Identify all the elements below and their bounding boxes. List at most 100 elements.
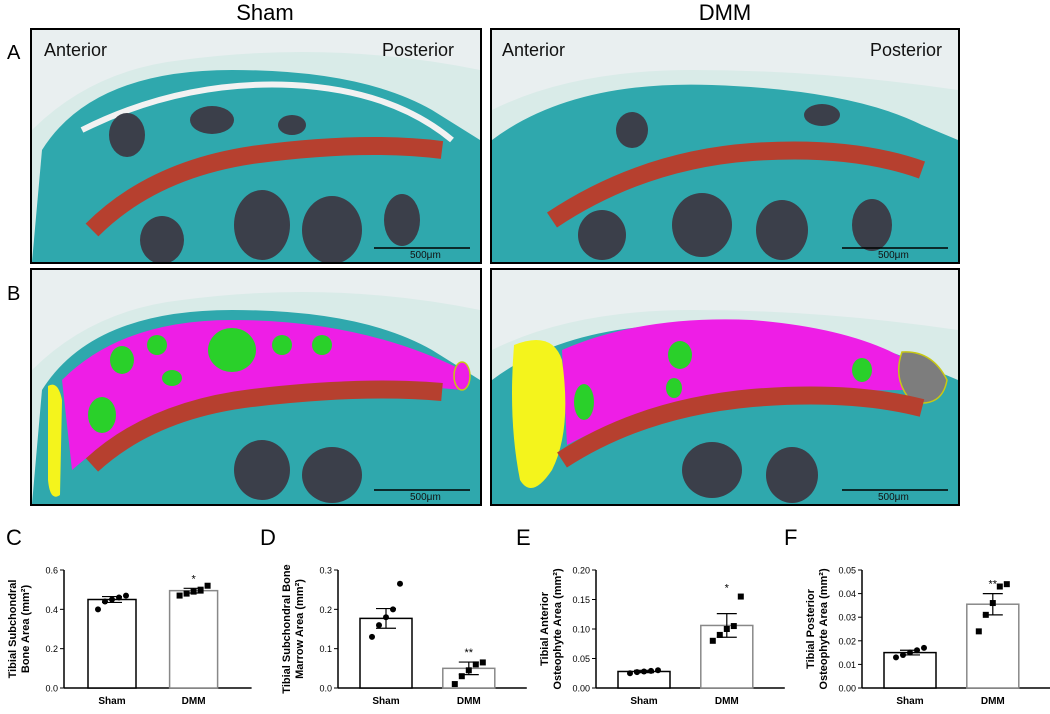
chart-letter-c: C [6, 525, 22, 550]
data-point [989, 600, 996, 607]
histology-panel-b-sham: 500μm [30, 268, 482, 506]
data-point [982, 611, 989, 618]
bar-sham [883, 651, 937, 689]
histology-panel-b-dmm: 500μm [490, 268, 960, 506]
data-point [95, 606, 101, 613]
data-point [907, 649, 913, 656]
y-tick-label: 0.00 [838, 684, 856, 694]
data-point [648, 667, 654, 674]
y-axis-label: Tibial Subchondral Bone [281, 564, 293, 693]
bar-chart-f: Tibial Posterior Osteophyte Area (mm²) 0.0… [805, 566, 1050, 707]
data-point [641, 668, 647, 675]
data-point [458, 673, 465, 680]
histology-image-a-sham [32, 30, 480, 262]
data-point [627, 670, 633, 677]
scale-bar-label: 500μm [878, 492, 909, 503]
data-point [123, 592, 129, 599]
data-point [921, 644, 927, 651]
column-title-dmm: DMM [698, 0, 752, 25]
data-point [376, 622, 382, 629]
data-point [996, 583, 1003, 590]
y-tick-label: 0.10 [572, 625, 590, 635]
data-point [1003, 581, 1010, 588]
data-point [900, 651, 906, 658]
y-tick-label: 0.01 [838, 660, 856, 670]
bar-dmm [966, 603, 1020, 689]
y-axis-label: Osteophyte Area (mm²) [552, 568, 564, 690]
histology-panel-a-sham: Anterior Posterior 500μm [30, 28, 482, 264]
data-point [176, 592, 183, 599]
scale-bar-label: 500μm [410, 250, 441, 261]
label-posterior: Posterior [382, 40, 455, 60]
chart-letter-e: E [516, 525, 531, 550]
data-point [397, 580, 403, 587]
data-point [451, 681, 458, 688]
y-axis-label: Osteophyte Area (mm²) [818, 568, 830, 690]
data-point [116, 594, 122, 601]
data-point [655, 667, 661, 674]
chart-letter-d: D [260, 525, 276, 550]
data-point [634, 669, 640, 676]
data-point [730, 623, 737, 630]
y-tick-label: 0.1 [319, 644, 332, 654]
y-tick-label: 0.6 [45, 566, 58, 576]
row-letter-a: A [7, 42, 21, 64]
significance-marker: ** [465, 647, 474, 659]
data-point [102, 598, 108, 605]
y-axis-label: Tibial Anterior [539, 591, 551, 666]
y-tick-label: 0.0 [45, 684, 58, 694]
x-tick-label: Sham [98, 696, 125, 707]
data-point [383, 614, 389, 621]
bar-dmm [168, 589, 219, 689]
histology-image-b-sham [32, 270, 480, 504]
data-point [109, 596, 115, 603]
data-point [183, 590, 190, 597]
y-tick-label: 0.03 [838, 613, 856, 623]
scale-bar-label: 500μm [410, 492, 441, 503]
data-point [204, 582, 211, 589]
y-axis-label: Bone Area (mm²) [20, 585, 32, 674]
y-tick-label: 0.2 [319, 605, 332, 615]
column-title-sham: Sham [236, 0, 294, 25]
y-tick-label: 0.05 [838, 566, 856, 576]
data-point [737, 593, 744, 600]
y-tick-label: 0.0 [319, 684, 332, 694]
data-point [465, 667, 472, 674]
x-tick-label: DMM [457, 696, 481, 707]
data-point [723, 626, 730, 632]
data-point [197, 586, 204, 593]
bar-sham [359, 617, 413, 689]
y-tick-label: 0.3 [319, 566, 332, 576]
histology-panel-a-dmm: Anterior Posterior 500μm [490, 28, 960, 264]
bar-chart-e: Tibial Anterior Osteophyte Area (mm²) 0.00… [539, 566, 785, 707]
scale-bar-label: 500μm [878, 250, 909, 261]
y-axis-label: Tibial Posterior [805, 588, 817, 669]
y-tick-label: 0.2 [45, 644, 58, 654]
x-tick-label: Sham [630, 696, 657, 707]
chart-letter-f: F [784, 525, 798, 550]
y-tick-label: 0.04 [838, 589, 856, 599]
bar-chart-c: Tibial Subchondral Bone Area (mm²) 0.0 0.2 0… [7, 566, 252, 707]
label-posterior: Posterior [870, 40, 943, 60]
x-tick-label: DMM [182, 696, 206, 707]
data-point [716, 631, 723, 638]
label-anterior: Anterior [502, 40, 566, 60]
data-point [975, 628, 982, 635]
significance-marker: * [191, 573, 196, 585]
histology-image-a-dmm [492, 30, 958, 262]
data-point [190, 588, 197, 595]
y-tick-label: 0.20 [572, 566, 590, 576]
x-tick-label: Sham [372, 696, 399, 707]
data-point [390, 606, 396, 613]
data-point [709, 637, 716, 644]
data-point [472, 661, 479, 668]
y-tick-label: 0.05 [572, 654, 590, 664]
y-axis-label: Tibial Subchondral [7, 580, 19, 679]
significance-marker: ** [989, 579, 998, 591]
bar-sham [87, 598, 137, 689]
y-tick-label: 0.4 [45, 605, 58, 615]
x-tick-label: DMM [981, 696, 1005, 707]
x-tick-label: Sham [896, 696, 923, 707]
data-point [369, 633, 375, 640]
data-point [914, 647, 920, 654]
